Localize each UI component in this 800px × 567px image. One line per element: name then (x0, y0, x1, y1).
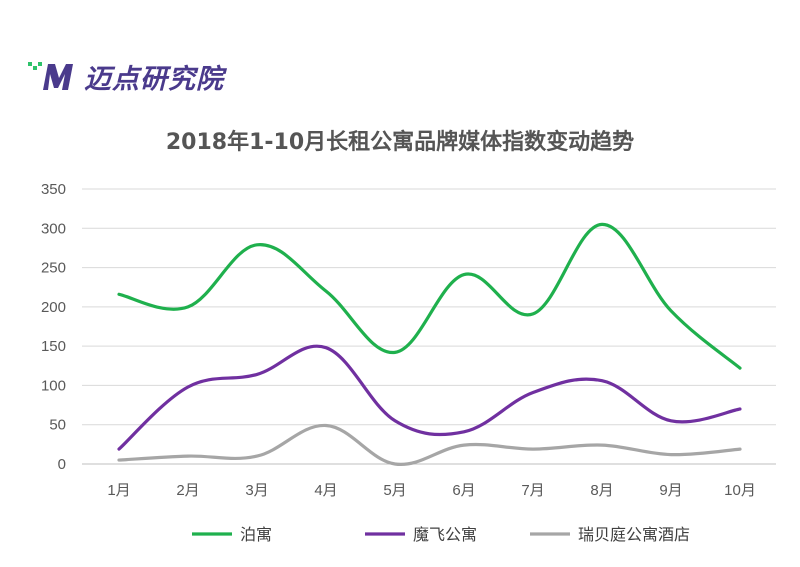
chart-title: 2018年1-10月长租公寓品牌媒体指数变动趋势 (165, 130, 635, 155)
x-tick-label: 1月 (107, 482, 130, 499)
x-tick-label: 10月 (724, 482, 756, 499)
y-tick-label: 200 (41, 299, 66, 316)
x-tick-label: 5月 (383, 482, 406, 499)
x-tick-label: 9月 (659, 482, 682, 499)
x-tick-label: 8月 (590, 482, 613, 499)
legend-label: 魔飞公寓 (413, 525, 477, 544)
series-line (117, 222, 742, 370)
x-tick-label: 4月 (314, 482, 337, 499)
x-tick-label: 7月 (521, 482, 544, 499)
y-tick-label: 350 (41, 181, 66, 198)
y-tick-label: 150 (41, 338, 66, 355)
y-tick-label: 300 (41, 220, 66, 237)
legend-label: 瑞贝庭公寓酒店 (578, 525, 690, 544)
legend-label: 泊寓 (240, 525, 272, 544)
x-axis-ticks: 1月 2月 3月 4月 5月 6月 7月 8月 9月 10月 (107, 482, 756, 499)
grid-lines (82, 188, 776, 465)
logo-text: 迈点研究院 (84, 63, 224, 95)
x-tick-label: 6月 (452, 482, 475, 499)
y-tick-label: 250 (41, 260, 66, 277)
logo: 迈点研究院 (26, 56, 224, 96)
series-line (117, 344, 742, 451)
y-tick-label: 0 (58, 456, 66, 473)
x-tick-label: 2月 (176, 482, 199, 499)
y-tick-label: 50 (49, 417, 66, 434)
y-axis-ticks: 0 50 100 150 200 250 300 350 (41, 181, 66, 473)
logo-mark-icon (28, 62, 73, 90)
series-lines (117, 222, 742, 466)
y-tick-label: 100 (41, 377, 66, 394)
series-line (117, 423, 742, 466)
legend: 泊寓 魔飞公寓 瑞贝庭公寓酒店 (192, 525, 690, 544)
x-tick-label: 3月 (245, 482, 268, 499)
